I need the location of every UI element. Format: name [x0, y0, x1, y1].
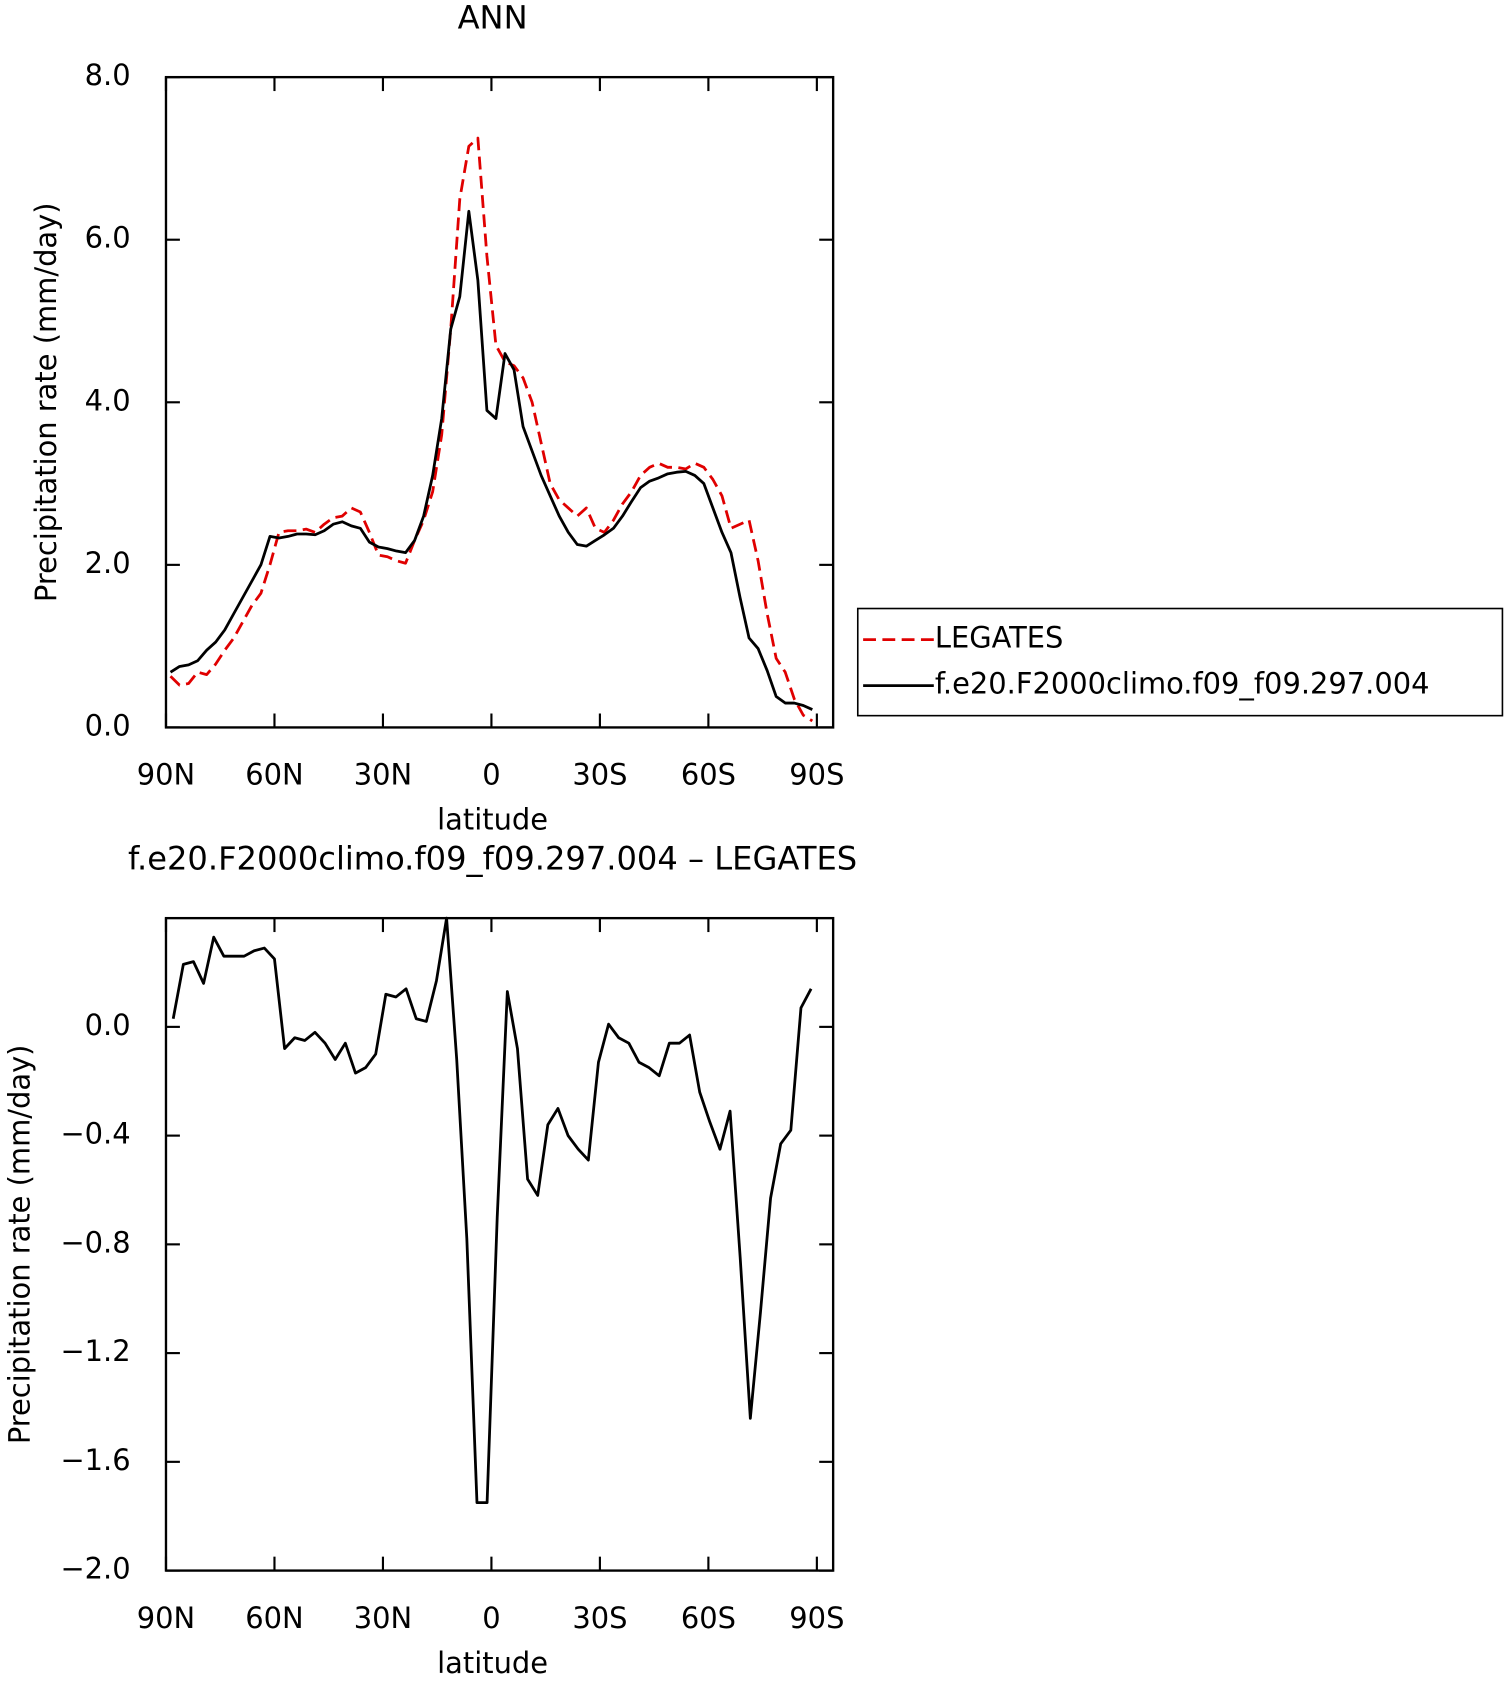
- y-tick-label: 8.0: [85, 58, 131, 92]
- x-axis-label: latitude: [437, 803, 548, 837]
- x-tick-label: 60N: [245, 758, 303, 792]
- y-tick-label: −0.8: [60, 1225, 130, 1259]
- legend-label: f.e20.F2000climo.f09_f09.297.004: [935, 667, 1430, 701]
- chart-title: ANN: [458, 0, 528, 36]
- legend-label: LEGATES: [935, 621, 1064, 655]
- y-tick-label: −2.0: [60, 1552, 130, 1586]
- x-tick-label: 0: [482, 758, 500, 792]
- plot-frame: [164, 916, 835, 1572]
- x-tick-label: 60S: [681, 1601, 736, 1635]
- x-tick-label: 90N: [137, 758, 195, 792]
- y-tick-label: −1.2: [60, 1334, 130, 1368]
- x-tick-label: 30S: [572, 1601, 627, 1635]
- x-tick-label: 60N: [245, 1601, 303, 1635]
- chart-title: f.e20.F2000climo.f09_f09.297.004 – LEGAT…: [128, 839, 857, 877]
- x-tick-label: 30S: [572, 758, 627, 792]
- y-axis-label: Precipitation rate (mm/day): [29, 202, 63, 602]
- x-tick-label: 90S: [789, 1601, 844, 1635]
- y-tick-label: 2.0: [85, 546, 131, 580]
- y-tick-label: 4.0: [85, 383, 131, 417]
- data-line: [169, 209, 813, 711]
- y-tick-label: 0.0: [85, 708, 131, 742]
- y-axis-label: Precipitation rate (mm/day): [2, 1045, 36, 1445]
- y-tick-label: 0.0: [85, 1008, 131, 1042]
- data-line: [169, 136, 814, 723]
- x-axis-label: latitude: [437, 1646, 548, 1680]
- y-tick-label: 6.0: [85, 221, 131, 255]
- x-tick-label: 30N: [354, 1601, 412, 1635]
- plot-frame: [164, 75, 835, 729]
- x-tick-label: 0: [482, 1601, 500, 1635]
- y-tick-label: −0.4: [60, 1117, 130, 1151]
- x-tick-label: 30N: [354, 758, 412, 792]
- x-tick-label: 60S: [681, 758, 736, 792]
- legend-box: [856, 607, 1504, 717]
- y-tick-label: −1.6: [60, 1443, 130, 1477]
- x-tick-label: 90N: [137, 1601, 195, 1635]
- data-line: [171, 916, 813, 1505]
- x-tick-label: 90S: [789, 758, 844, 792]
